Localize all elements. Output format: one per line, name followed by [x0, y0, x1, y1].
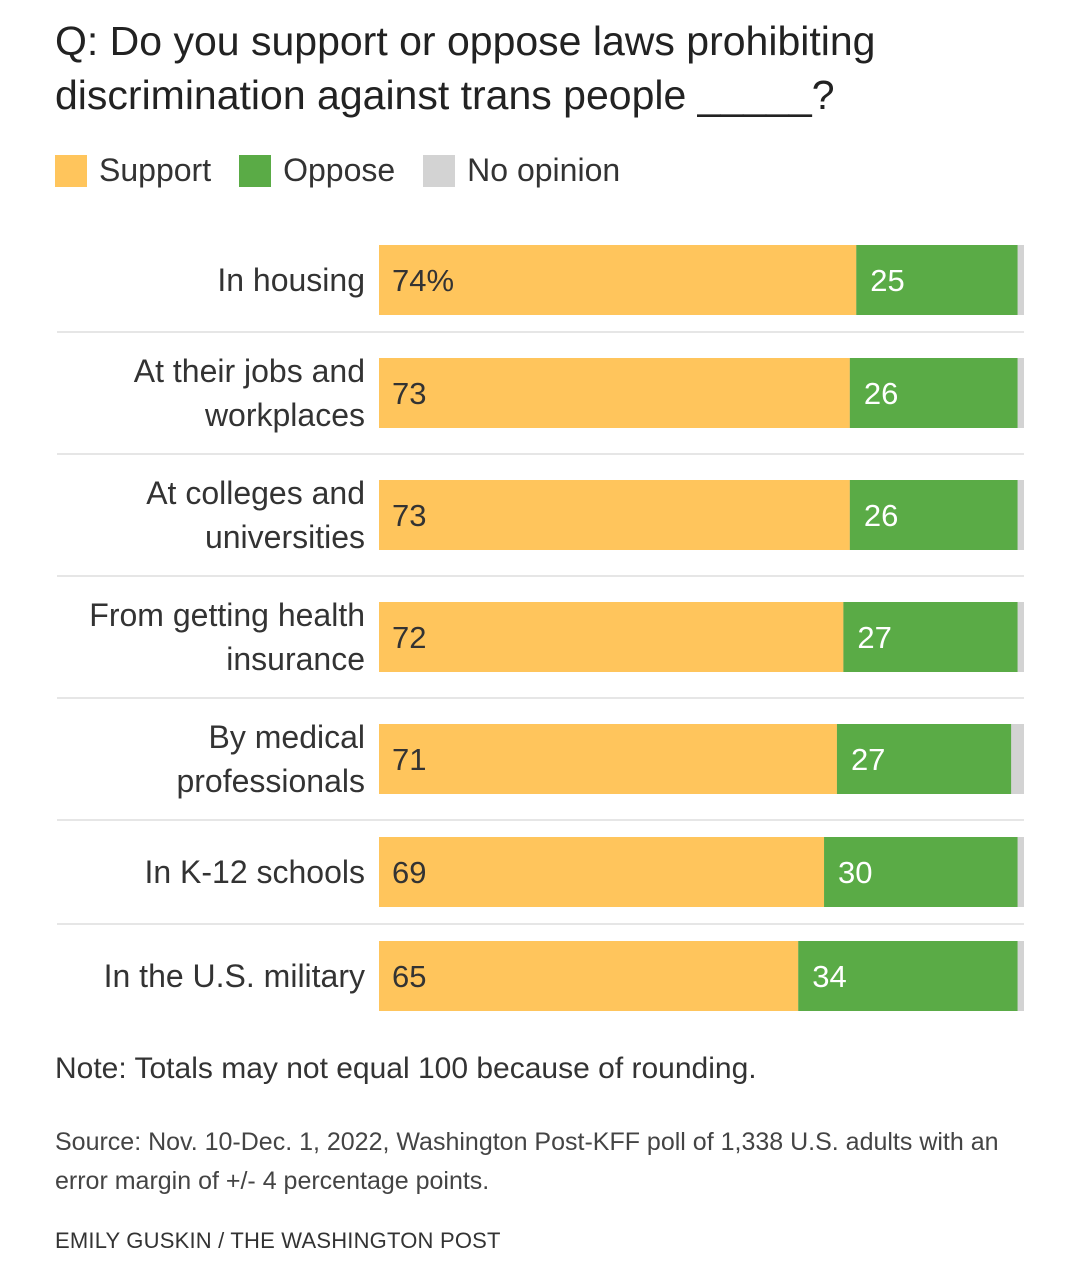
category-label: insurance — [226, 641, 365, 677]
note: Note: Totals may not equal 100 because o… — [55, 1052, 757, 1085]
legend-item-oppose: Oppose — [239, 152, 395, 189]
category-label: In housing — [217, 262, 365, 298]
oppose-bar — [843, 602, 1018, 672]
support-bar — [379, 358, 850, 428]
oppose-value-label: 34 — [812, 959, 846, 994]
category-label: In the U.S. military — [104, 958, 365, 994]
legend: Support Oppose No opinion — [55, 152, 648, 189]
category-label: By medical — [209, 719, 366, 755]
oppose-bar — [798, 941, 1018, 1011]
support-bar — [379, 724, 837, 794]
legend-label-support: Support — [99, 152, 212, 188]
support-value-label: 74% — [392, 263, 454, 298]
category-label: At their jobs and — [134, 353, 365, 389]
support-value-label: 71 — [392, 742, 426, 777]
support-bar — [379, 837, 825, 907]
support-bar — [379, 941, 799, 1011]
legend-label-oppose: Oppose — [283, 152, 396, 188]
stacked-bar-chart: 74% 25 In housing 73 26 At their jobs and work… — [57, 245, 1024, 1011]
oppose-value-label: 27 — [851, 742, 885, 777]
category-label: From getting health — [89, 597, 365, 633]
support-value-label: 72 — [392, 620, 426, 655]
support-swatch — [55, 154, 87, 187]
oppose-bar — [836, 724, 1012, 794]
legend-item-support: Support — [55, 152, 211, 189]
oppose-value-label: 26 — [864, 376, 898, 411]
support-value-label: 73 — [392, 498, 426, 533]
oppose-value-label: 25 — [870, 263, 904, 298]
support-bar — [379, 480, 850, 550]
oppose-value-label: 27 — [857, 620, 891, 655]
category-label: universities — [205, 519, 365, 555]
oppose-value-label: 30 — [838, 855, 872, 890]
support-value-label: 69 — [392, 855, 426, 890]
oppose-bar — [849, 480, 1018, 550]
credit: EMILY GUSKIN / THE WASHINGTON POST — [55, 1228, 501, 1253]
legend-label-no-opinion: No opinion — [467, 152, 621, 188]
oppose-bar — [824, 837, 1018, 907]
oppose-bar — [856, 245, 1018, 315]
support-value-label: 73 — [392, 376, 426, 411]
oppose-value-label: 26 — [864, 498, 898, 533]
no-opinion-swatch — [423, 154, 456, 187]
legend-item-no-opinion: No opinion — [423, 152, 620, 189]
oppose-swatch — [239, 154, 272, 187]
category-label: In K-12 schools — [144, 854, 365, 890]
support-bar — [379, 245, 857, 315]
oppose-bar — [849, 358, 1018, 428]
support-value-label: 65 — [392, 959, 426, 994]
category-label: workplaces — [204, 397, 365, 433]
chart-title: Q: Do you support or oppose laws prohibi… — [55, 18, 876, 118]
category-label: professionals — [176, 763, 365, 799]
source: Source: Nov. 10-Dec. 1, 2022, Washington… — [55, 1128, 999, 1195]
category-label: At colleges and — [146, 475, 365, 511]
support-bar — [379, 602, 844, 672]
